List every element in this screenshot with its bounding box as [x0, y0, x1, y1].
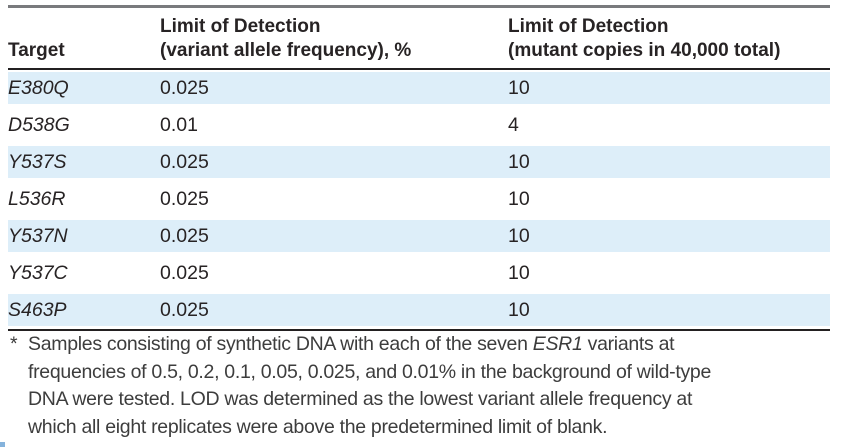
cell-copies: 10: [508, 218, 830, 255]
lod-table: Target Limit of Detection (variant allel…: [8, 5, 830, 331]
lod-table-header: Target Limit of Detection (variant allel…: [8, 8, 830, 70]
header-vaf: Limit of Detection (variant allele frequ…: [160, 8, 508, 70]
table-row: Y537C 0.025 10: [8, 255, 830, 292]
table-row: L536R 0.025 10: [8, 181, 830, 218]
cell-vaf: 0.01: [160, 114, 198, 136]
cell-target: E380Q: [8, 70, 160, 107]
header-copies: Limit of Detection (mutant copies in 40,…: [508, 8, 830, 70]
cell-copies: 10: [508, 188, 530, 210]
cell-vaf: 0.025: [160, 188, 209, 210]
header-vaf-line2: (variant allele frequency), %: [160, 40, 412, 61]
footnote-line: which all eight replicates were above th…: [28, 415, 608, 438]
header-copies-line2: (mutant copies in 40,000 total): [508, 40, 781, 61]
cell-copies: 10: [508, 262, 530, 284]
cell-vaf: 0.025: [160, 262, 209, 284]
table-row: Y537S 0.025 10: [8, 144, 830, 181]
header-copies-line1: Limit of Detection: [508, 16, 669, 37]
lod-table-body: E380Q 0.025 10 D538G 0.01 4 Y537S 0.025 …: [8, 70, 830, 331]
cell-vaf: 0.025: [160, 292, 508, 331]
header-vaf-line1: Limit of Detection: [160, 16, 321, 37]
cell-vaf: 0.025: [160, 144, 508, 181]
table-row: E380Q 0.025 10: [8, 70, 830, 107]
footnote: * Samples consisting of synthetic DNA wi…: [10, 331, 824, 441]
cell-copies: 10: [508, 292, 830, 331]
footnote-text: Samples consisting of synthetic DNA with…: [28, 333, 533, 355]
cell-vaf: 0.025: [160, 70, 508, 107]
blue-corner-artifact: [0, 442, 5, 447]
footnote-line: Samples consisting of synthetic DNA with…: [10, 331, 824, 359]
cell-target: S463P: [8, 292, 160, 331]
cell-target: L536R: [8, 188, 66, 210]
cell-copies: 10: [508, 144, 830, 181]
footnote-line: frequencies of 0.5, 0.2, 0.1, 0.05, 0.02…: [28, 360, 711, 383]
header-target-label: Target: [8, 40, 65, 61]
cell-target: D538G: [8, 114, 70, 136]
footnote-line: DNA were tested. LOD was determined as t…: [28, 388, 693, 410]
cell-target: Y537C: [8, 262, 68, 284]
cell-vaf: 0.025: [160, 218, 508, 255]
header-row: Target Limit of Detection (variant allel…: [8, 8, 830, 70]
table-row: S463P 0.025 10: [8, 292, 830, 331]
cell-copies: 4: [508, 114, 519, 136]
cell-target: Y537S: [8, 144, 160, 181]
header-target: Target: [8, 8, 160, 70]
footnote-gene-italic: ESR1: [532, 333, 583, 355]
cell-target: Y537N: [8, 218, 160, 255]
table-row: D538G 0.01 4: [8, 107, 830, 144]
table-row: Y537N 0.025 10: [8, 218, 830, 255]
cell-copies: 10: [508, 70, 830, 107]
footnote-marker: *: [10, 333, 18, 355]
footnote-text: variants at: [582, 333, 675, 355]
